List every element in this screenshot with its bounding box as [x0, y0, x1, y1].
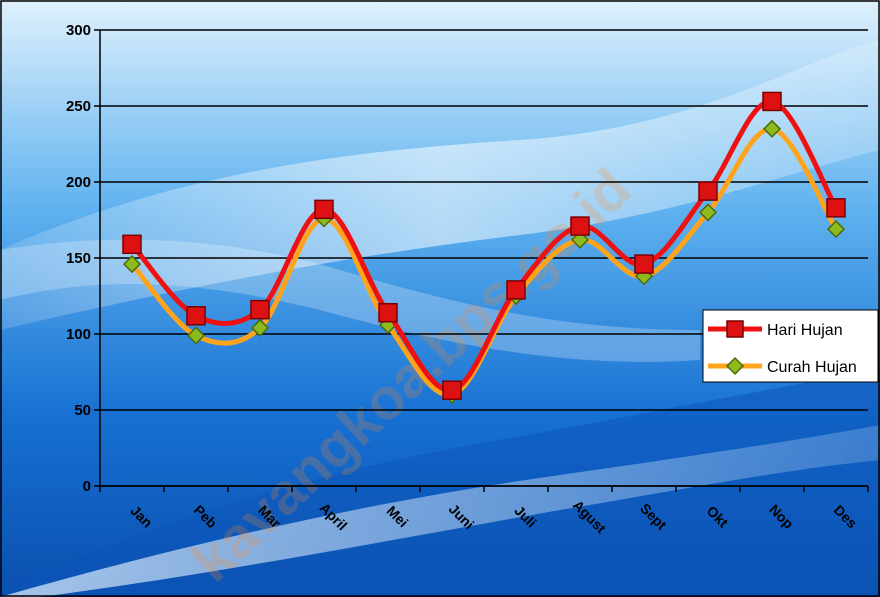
point-hari-hujan-juli	[506, 280, 526, 300]
legend-label-curah-hujan: Curah Hujan	[767, 359, 857, 376]
point-curah-hujan-jan	[122, 255, 142, 274]
point-hari-hujan-jan	[122, 234, 142, 255]
y-tick-label-300: 300	[66, 22, 91, 39]
point-hari-hujan-des	[826, 198, 846, 218]
legend-swatch-curah-hujan-marker	[725, 356, 745, 376]
point-hari-hujan-april	[314, 199, 334, 220]
y-tick-label-250: 250	[66, 98, 91, 115]
point-hari-hujan-juni	[442, 380, 462, 400]
point-hari-hujan-mei	[378, 302, 398, 323]
point-curah-hujan-okt	[698, 203, 718, 222]
point-curah-hujan-mar	[250, 318, 270, 337]
point-hari-hujan-sept	[634, 254, 654, 274]
point-hari-hujan-peb	[186, 306, 206, 326]
y-tick-label-50: 50	[74, 402, 91, 419]
legend-label-hari-hujan: Hari Hujan	[767, 322, 843, 339]
point-hari-hujan-okt	[698, 181, 718, 201]
legend-swatch-hari-hujan-marker	[726, 320, 744, 338]
series-hari-hujan	[122, 91, 846, 400]
point-curah-hujan-peb	[186, 326, 206, 345]
point-hari-hujan-mar	[250, 299, 270, 320]
legend-item-curah-hujan: Curah Hujan	[708, 356, 857, 376]
series-group	[122, 91, 846, 404]
legend: Hari Hujan Curah Hujan	[702, 309, 879, 383]
y-tick-label-100: 100	[66, 326, 91, 343]
point-hari-hujan-agust	[570, 216, 590, 236]
y-tick-label-200: 200	[66, 174, 91, 191]
point-curah-hujan-nop	[762, 119, 782, 138]
y-tick-label-150: 150	[66, 250, 91, 267]
y-axis-ticks: 0 50 100 150 200 250 300	[66, 22, 100, 495]
point-curah-hujan-des	[826, 220, 846, 239]
point-hari-hujan-nop	[762, 91, 782, 112]
legend-item-hari-hujan: Hari Hujan	[708, 320, 843, 339]
y-tick-label-0: 0	[83, 478, 91, 495]
